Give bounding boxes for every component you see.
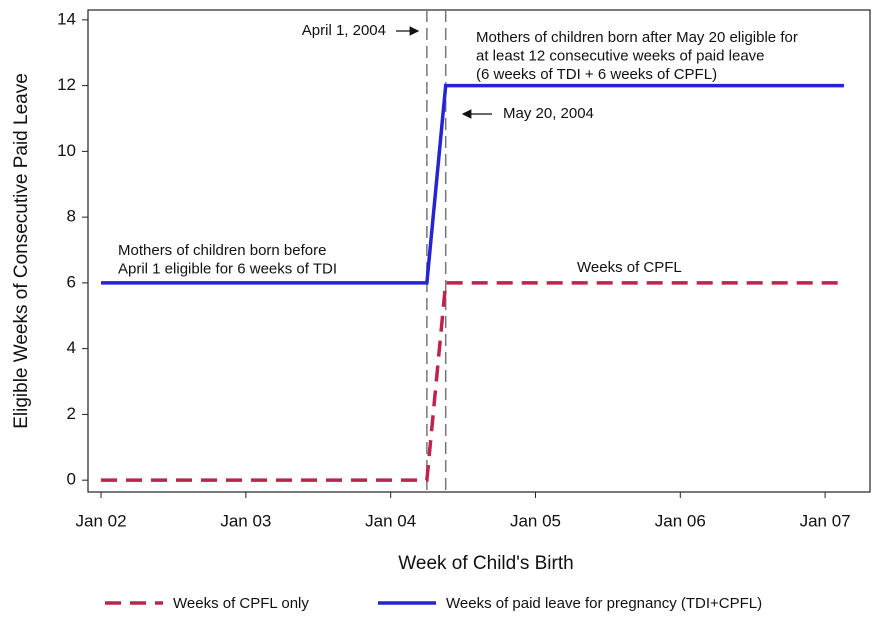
- series-line: [101, 83, 844, 285]
- x-tick-label: Jan 03: [220, 511, 271, 530]
- y-tick-label: 10: [57, 141, 76, 160]
- y-tick-label: 12: [57, 75, 76, 94]
- y-axis-title: Eligible Weeks of Consecutive Paid Leave: [11, 73, 32, 429]
- annotation: Mothers of children born after May 20 el…: [476, 29, 798, 46]
- annotation: May 20, 2004: [503, 105, 594, 122]
- annotation: (6 weeks of TDI + 6 weeks of CPFL): [476, 66, 717, 83]
- y-tick-label: 8: [67, 207, 76, 226]
- y-tick-label: 14: [57, 9, 76, 28]
- annotation: Weeks of CPFL: [577, 259, 682, 276]
- legend-label: Weeks of CPFL only: [173, 595, 309, 612]
- legend-label: Weeks of paid leave for pregnancy (TDI+C…: [446, 595, 762, 612]
- plot-frame: [87, 9, 871, 493]
- x-tick-label: Jan 05: [510, 511, 561, 530]
- x-tick-label: Jan 02: [76, 511, 127, 530]
- series-line: [101, 281, 844, 482]
- x-tick-label: Jan 07: [800, 511, 851, 530]
- y-tick-label: 0: [67, 470, 76, 489]
- x-axis-title: Week of Child's Birth: [398, 553, 573, 574]
- y-tick-label: 6: [67, 272, 76, 291]
- annotation: April 1, 2004: [302, 22, 386, 39]
- annotation: Mothers of children born before: [118, 242, 326, 259]
- annotation: April 1 eligible for 6 weeks of TDI: [118, 260, 337, 277]
- y-tick-label: 2: [67, 404, 76, 423]
- annotation: at least 12 consecutive weeks of paid le…: [476, 47, 765, 64]
- y-tick-label: 4: [67, 338, 76, 357]
- x-tick-label: Jan 04: [365, 511, 416, 530]
- x-tick-label: Jan 06: [655, 511, 706, 530]
